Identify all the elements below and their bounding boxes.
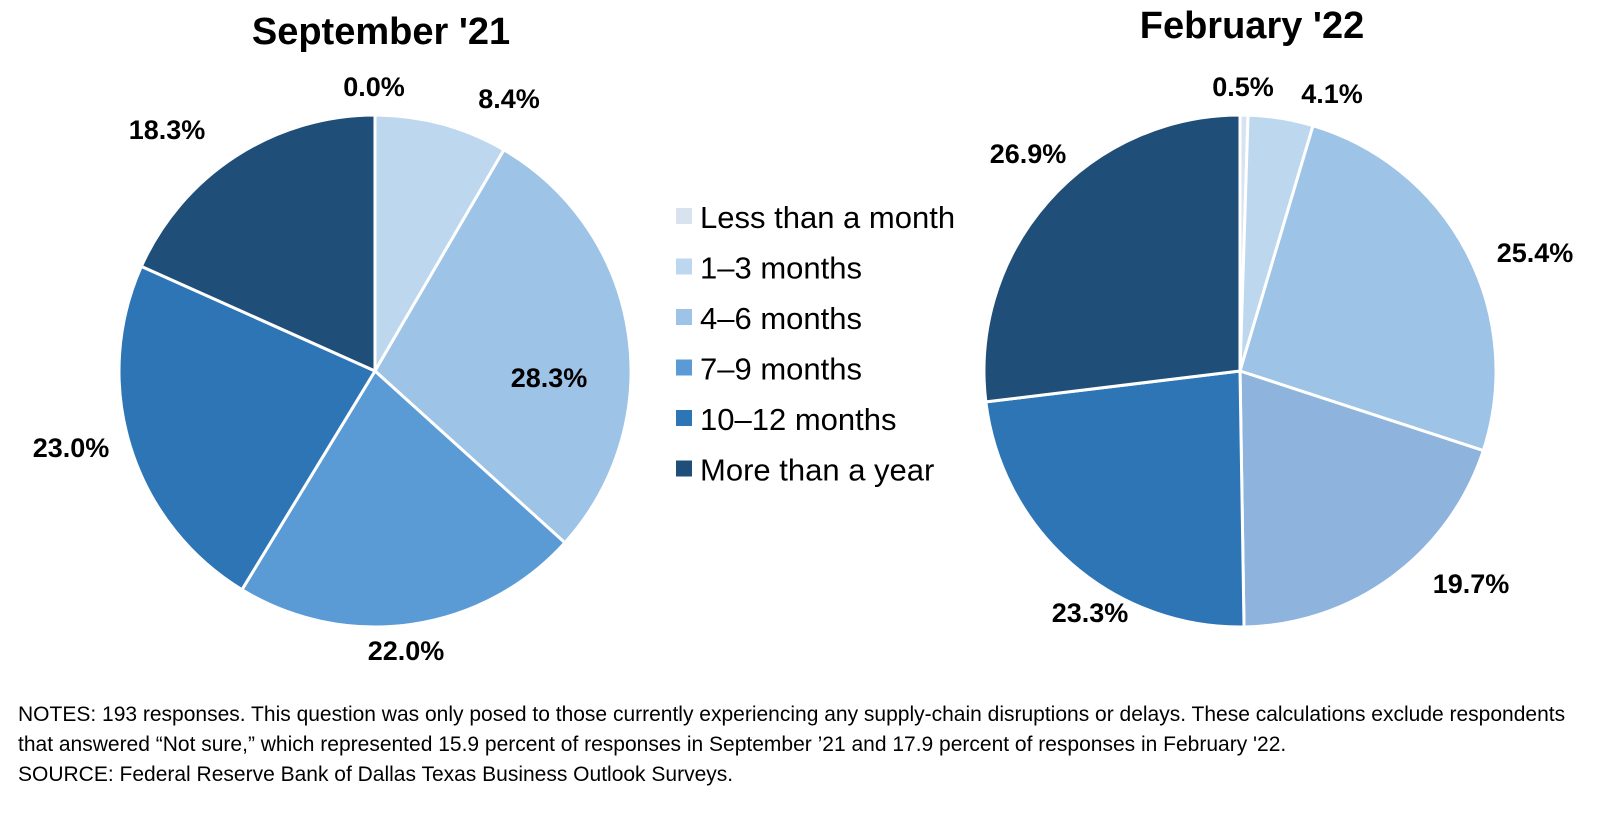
pie-title: September '21 — [252, 11, 510, 53]
legend-item: 4–6 months — [676, 301, 862, 336]
pie-slice-5 — [117, 264, 377, 592]
slice-label-6: 18.3% — [129, 115, 206, 145]
pie-slice-6 — [982, 113, 1242, 404]
legend-swatch — [676, 410, 692, 426]
legend-swatch — [676, 359, 692, 376]
legend-item: Less than a month — [676, 200, 955, 235]
legend-swatch — [676, 258, 692, 275]
chart-notes: NOTES: 193 responses. This question was … — [18, 700, 1598, 790]
slice-label-6: 26.9% — [990, 139, 1067, 169]
slice-label-5: 23.3% — [1052, 598, 1129, 628]
pie-slice-2 — [373, 113, 506, 373]
legend-label: 4–6 months — [700, 301, 862, 336]
pie-slice-4 — [1238, 369, 1485, 629]
legend-swatch — [676, 309, 692, 325]
legend-label: 10–12 months — [700, 402, 896, 437]
legend-label: Less than a month — [700, 200, 955, 235]
legend-item: More than a year — [676, 453, 934, 488]
pie-slice-3 — [1238, 124, 1498, 453]
legend: Less than a month 1–3 months 4–6 months 7–9… — [676, 200, 955, 488]
pie-slice-3 — [373, 148, 633, 545]
slice-label-3: 28.3% — [511, 363, 588, 393]
slice-label-4: 22.0% — [368, 636, 445, 666]
pie-slice-5 — [984, 369, 1246, 629]
pie-chart-1: September '21 0.0% 8.4% 28.3% 22.0% 23.0% 18.3… — [33, 11, 633, 666]
slice-label-5: 23.0% — [33, 433, 110, 463]
slice-label-2: 8.4% — [478, 84, 540, 114]
legend-label: 1–3 months — [700, 251, 862, 286]
legend-label: 7–9 months — [700, 352, 862, 387]
legend-swatch — [676, 208, 692, 224]
pie-slice-4 — [240, 369, 567, 629]
source-text: SOURCE: Federal Reserve Bank of Dallas T… — [18, 763, 734, 786]
pie-slice-6 — [139, 113, 377, 373]
notes-text: NOTES: 193 responses. This question was … — [18, 703, 1566, 756]
slice-label-1: 0.0% — [343, 72, 405, 102]
legend-swatch — [676, 460, 692, 477]
pie-chart-2: February '22 0.5% 4.1% 25.4% 19.7% 23.3% 26.9% — [982, 5, 1574, 629]
legend-item: 7–9 months — [676, 352, 862, 387]
legend-item: 10–12 months — [676, 402, 896, 437]
slice-label-1: 0.5% — [1212, 72, 1274, 102]
legend-label: More than a year — [700, 453, 934, 488]
pie-title: February '22 — [1140, 5, 1364, 47]
slice-label-4: 19.7% — [1433, 569, 1510, 599]
slice-label-2: 4.1% — [1301, 79, 1363, 109]
slice-label-3: 25.4% — [1497, 238, 1574, 268]
legend-item: 1–3 months — [676, 251, 862, 286]
